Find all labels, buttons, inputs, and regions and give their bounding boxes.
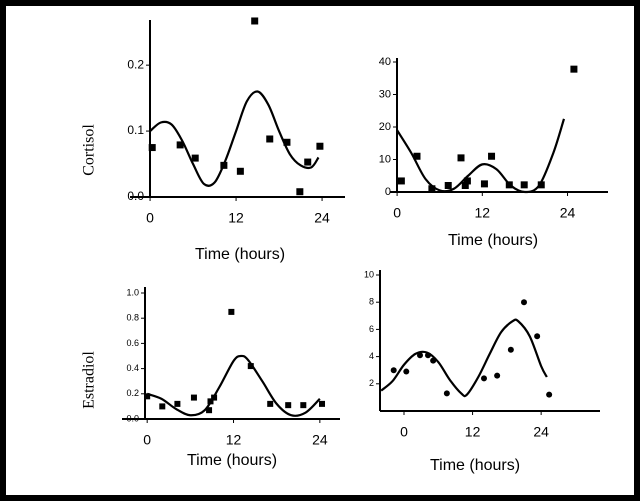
data-point	[390, 367, 397, 374]
x-tick-label: 24	[533, 424, 549, 440]
data-point	[546, 391, 553, 398]
data-point	[413, 152, 421, 160]
x-axis-label: Time (hours)	[430, 457, 520, 474]
data-point	[266, 135, 274, 143]
data-point	[507, 346, 514, 353]
data-point	[444, 182, 452, 189]
data-point	[251, 17, 259, 25]
x-tick-label: 12	[475, 205, 491, 221]
data-point	[191, 154, 199, 162]
y-tick-label: 20	[379, 121, 391, 133]
y-tick-label: 0	[385, 186, 391, 198]
fit-line	[380, 318, 548, 398]
data-point	[267, 400, 274, 407]
x-tick-label: 0	[146, 210, 154, 226]
x-tick-label: 24	[560, 205, 576, 221]
data-point	[304, 158, 312, 166]
y-tick-label: 0.0	[127, 189, 144, 203]
x-tick-label: 0	[143, 432, 151, 448]
data-point	[206, 407, 213, 414]
data-point	[403, 368, 410, 375]
y-tick-label: 10	[379, 153, 391, 165]
data-point	[520, 181, 528, 189]
x-axis-label: Time (hours)	[448, 232, 538, 249]
x-tick-label: 24	[312, 432, 328, 448]
data-point	[176, 141, 184, 149]
y-tick-label: 40	[379, 56, 391, 68]
data-point	[397, 177, 405, 185]
data-point	[236, 167, 244, 175]
y-tick-label: 30	[379, 88, 391, 100]
data-point	[521, 299, 527, 306]
y-tick-label: 6	[369, 324, 374, 334]
data-point	[228, 308, 235, 315]
x-tick-label: 24	[314, 210, 330, 226]
fit-line	[146, 354, 321, 417]
x-tick-label: 12	[465, 424, 481, 440]
x-tick-label: 0	[393, 205, 401, 221]
data-point	[300, 402, 307, 409]
y-tick-label: 4	[369, 351, 374, 361]
data-point	[570, 65, 578, 73]
data-point	[461, 182, 469, 189]
y-tick-label: 0.8	[126, 313, 139, 323]
data-point	[463, 177, 471, 185]
x-axis-label: Time (hours)	[187, 452, 277, 469]
data-point	[480, 180, 488, 188]
data-point	[534, 333, 541, 340]
y-tick-label: 0.2	[127, 57, 144, 71]
data-point	[316, 142, 324, 150]
y-axis-label: Estradiol	[81, 351, 98, 409]
data-point	[296, 188, 304, 196]
y-tick-label: 10	[364, 269, 374, 279]
data-point	[283, 138, 291, 146]
y-tick-label: 2	[369, 378, 374, 388]
data-point	[481, 375, 487, 382]
y-tick-label: 0.6	[126, 338, 139, 348]
y-tick-label: 8	[369, 297, 374, 307]
y-tick-label: 0.0	[126, 413, 139, 423]
data-point	[174, 400, 181, 407]
data-point	[457, 154, 465, 162]
data-point	[488, 152, 496, 160]
data-point	[148, 144, 156, 152]
fit-line	[149, 90, 320, 187]
data-point	[190, 394, 197, 401]
data-point	[247, 363, 254, 370]
data-point	[537, 181, 545, 189]
data-point	[319, 400, 326, 407]
data-point	[443, 390, 450, 397]
y-tick-label: 0.4	[126, 363, 139, 373]
x-tick-label: 12	[226, 432, 242, 448]
fit-line	[396, 118, 566, 194]
x-axis-label: Time (hours)	[195, 246, 285, 263]
data-point	[159, 403, 166, 410]
x-tick-label: 12	[228, 210, 244, 226]
x-tick-label: 0	[400, 424, 408, 440]
y-tick-label: 0.2	[126, 388, 139, 398]
data-point	[428, 185, 436, 193]
y-tick-label: 0.1	[127, 123, 144, 137]
y-tick-label: 1.0	[126, 287, 139, 297]
data-point	[144, 393, 151, 400]
data-point	[285, 402, 292, 409]
y-axis-label: Cortisol	[81, 124, 98, 176]
data-point	[417, 352, 423, 359]
data-point	[494, 372, 501, 379]
